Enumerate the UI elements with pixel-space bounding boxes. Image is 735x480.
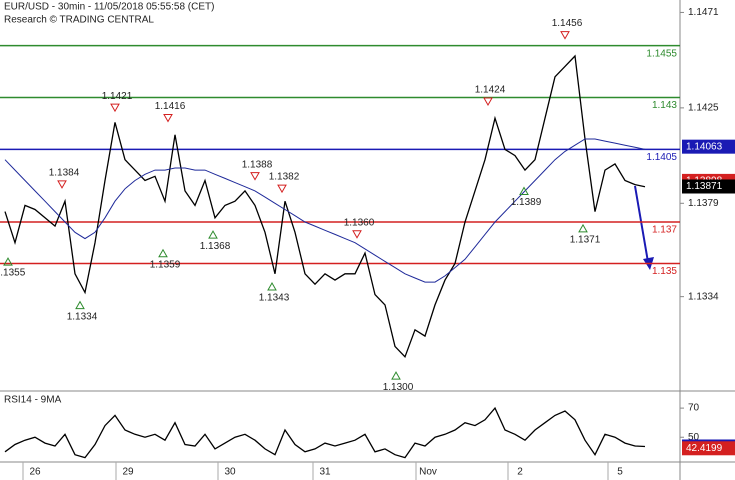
high-label: 1.1416 [155,101,186,112]
price-badge-label: 42.4199 [686,443,723,454]
low-marker [3,257,13,266]
price-badge [682,139,735,154]
high-label: 1.1382 [269,172,300,183]
high-label: 1.1421 [102,91,133,102]
low-marker [519,186,529,196]
series-line [4,138,646,283]
level-label: 1.1405 [646,152,677,163]
low-label: 1.1359 [150,259,181,270]
low-marker [75,300,85,310]
low-label: 1.1371 [570,235,601,246]
x-tick-label: 31 [319,467,331,478]
y-tick-label: 50 [688,432,700,443]
high-label: 1.1360 [344,217,375,228]
level-label: 1.135 [652,266,677,277]
header-title: EUR/USD - 30min - 11/05/2018 05:55:58 (C… [4,2,214,13]
level-label: 1.143 [652,100,677,111]
y-tick-label: 1.1471 [688,7,719,18]
low-label: 1.1300 [383,382,414,393]
high-marker [110,103,120,113]
high-marker [560,31,570,40]
low-label: 1.1355 [0,268,26,279]
high-label: 1.1384 [49,168,80,179]
high-marker [250,172,260,181]
rsi-title: RSI14 - 9MA [4,395,62,406]
low-marker [158,248,168,258]
x-tick-label: 5 [617,467,623,478]
high-marker [352,230,362,239]
price-badge-label: 1.14063 [686,141,723,152]
high-marker [277,184,287,194]
low-label: 1.1343 [259,293,290,304]
x-tick-label: 29 [122,467,134,478]
series-line [4,54,646,358]
low-marker [391,371,401,380]
low-marker [267,281,277,291]
high-marker [163,114,173,123]
low-label: 1.1334 [67,311,98,322]
y-tick-label: 1.1334 [688,291,719,302]
price-badge [682,441,735,456]
low-marker [578,223,588,233]
high-label: 1.1424 [475,85,506,96]
series-line [4,406,646,459]
y-tick-label: 70 [688,403,700,414]
high-marker [483,97,493,106]
y-tick-label: 1.1379 [688,198,719,209]
high-label: 1.1456 [552,18,583,29]
high-marker [57,180,67,189]
low-marker [208,230,218,239]
level-label: 1.1455 [646,48,677,59]
low-label: 1.1389 [511,197,542,208]
x-tick-label: 30 [224,467,236,478]
x-tick-label: Nov [419,467,437,478]
low-label: 1.1368 [200,241,231,252]
high-label: 1.1388 [242,159,273,170]
x-tick-label: 2 [517,467,523,478]
header-source: Research © TRADING CENTRAL [4,15,154,26]
x-tick-label: 26 [29,467,41,478]
price-badge [682,179,735,194]
level-label: 1.137 [652,225,677,236]
price-badge-label: 1.13871 [686,181,723,192]
y-tick-label: 1.1425 [688,103,719,114]
